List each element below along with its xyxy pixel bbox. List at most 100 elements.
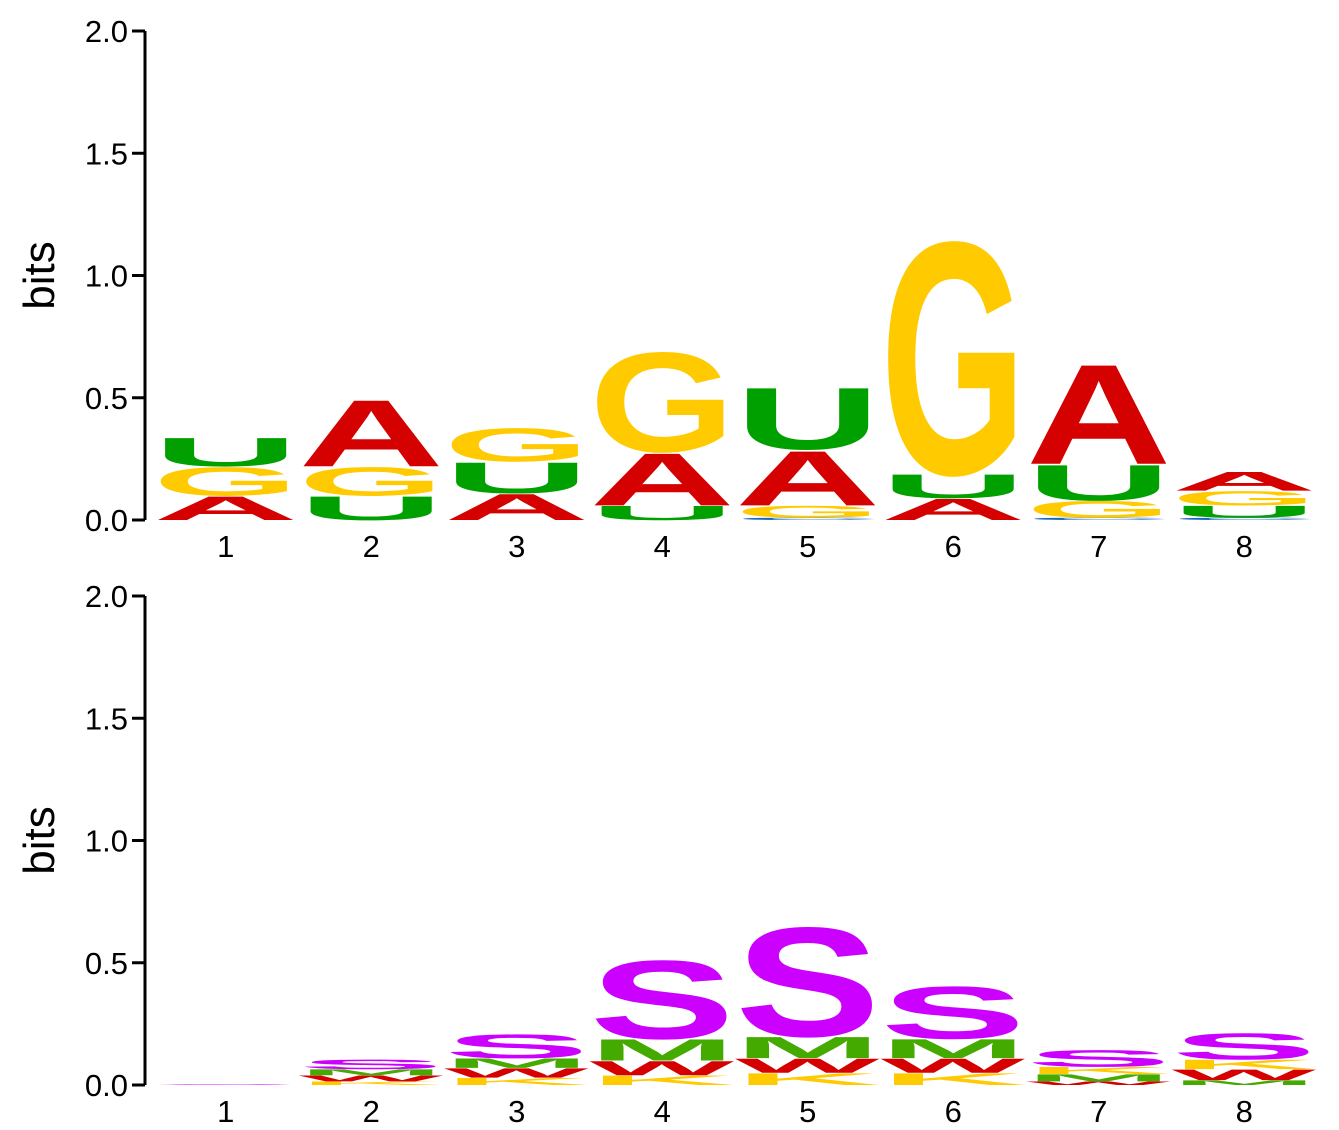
y-axis-title: bits bbox=[15, 806, 64, 874]
x-tick-label: 5 bbox=[799, 529, 816, 564]
logo-letter-W: W bbox=[881, 1054, 1027, 1077]
logo-letter-U: U bbox=[444, 453, 589, 502]
x-tick-label: 3 bbox=[508, 1094, 525, 1129]
logo-letter-S: S bbox=[299, 1057, 444, 1072]
logo-letter-M: M bbox=[881, 1034, 1026, 1064]
logo-letter-S: S bbox=[444, 1028, 589, 1066]
logo-letter-U: U bbox=[881, 467, 1027, 505]
logo-letter-M: M bbox=[299, 1068, 444, 1077]
logo-letter-K: K bbox=[1026, 1065, 1171, 1076]
logo-column-4: UAG bbox=[590, 323, 736, 525]
logo-letter-K: K bbox=[881, 1070, 1027, 1089]
logo-letter-W: W bbox=[735, 1054, 881, 1077]
logo-letter-G: G bbox=[299, 459, 444, 505]
x-tick-label: 4 bbox=[654, 529, 671, 564]
logo-letter-S: S bbox=[153, 1084, 298, 1085]
logo-letter-S: S bbox=[590, 937, 735, 1062]
logo-letter-A: A bbox=[735, 435, 880, 522]
logo-letter-W: W bbox=[590, 1057, 736, 1080]
logo-column-1: AGU bbox=[153, 429, 299, 527]
y-tick-label: 1.5 bbox=[85, 701, 128, 736]
logo-letter-K: K bbox=[444, 1076, 589, 1087]
logo-letter-K: K bbox=[1172, 1057, 1317, 1072]
x-tick-label: 6 bbox=[945, 529, 962, 564]
y-tick-label: 1.0 bbox=[85, 259, 128, 294]
logo-letter-G: G bbox=[1172, 487, 1317, 510]
logo-letter-A: A bbox=[444, 486, 589, 528]
logo-letter-A: A bbox=[1172, 466, 1317, 496]
logo-letter-U: U bbox=[590, 502, 735, 525]
logo-letter-G: G bbox=[444, 418, 589, 471]
y-tick-label: 1.5 bbox=[85, 136, 128, 171]
logo-letter-W: W bbox=[1026, 1080, 1172, 1086]
logo-column-3: AUG bbox=[444, 418, 589, 528]
logo-letter-S: S bbox=[1172, 1026, 1317, 1068]
x-tick-label: 8 bbox=[1236, 1094, 1253, 1129]
logo-letter-G: G bbox=[590, 323, 735, 483]
x-tick-label: 5 bbox=[799, 1094, 816, 1129]
x-tick-label: 2 bbox=[363, 529, 380, 564]
logo-letter-A: A bbox=[299, 381, 444, 487]
logo-letter-A: A bbox=[881, 492, 1027, 526]
y-tick-label: 0.5 bbox=[85, 381, 128, 416]
logo-letter-U: U bbox=[153, 429, 298, 475]
x-tick-label: 1 bbox=[217, 1094, 234, 1129]
logo-letter-U: U bbox=[735, 369, 880, 468]
x-tick-label: 8 bbox=[1236, 529, 1253, 564]
logo-letter-S: S bbox=[735, 895, 880, 1070]
logo-letter-A: A bbox=[153, 489, 299, 527]
logo-letter-G: G bbox=[153, 459, 298, 505]
y-tick-label: 1.0 bbox=[85, 824, 128, 859]
logo-letter-U: U bbox=[1026, 455, 1172, 512]
logo-column-6: AUG bbox=[881, 174, 1027, 545]
x-tick-label: 6 bbox=[945, 1094, 962, 1129]
logo-letter-M: M bbox=[590, 1033, 735, 1067]
logo-letter-U: U bbox=[299, 489, 445, 527]
logo-letter-S: S bbox=[881, 971, 1026, 1055]
logo-letter-M: M bbox=[1026, 1072, 1171, 1083]
y-tick-label: 0.5 bbox=[85, 946, 128, 981]
logo-letter-C: C bbox=[1026, 517, 1171, 521]
logo-letter-C: C bbox=[735, 517, 880, 521]
logo-letter-K: K bbox=[590, 1073, 735, 1088]
logo-column-1: S bbox=[153, 1084, 298, 1085]
logo-letter-K: K bbox=[299, 1080, 445, 1086]
logo-letter-A: A bbox=[590, 438, 736, 522]
y-tick-label: 2.0 bbox=[85, 579, 128, 614]
x-tick-label: 2 bbox=[363, 1094, 380, 1129]
logo-letter-W: W bbox=[444, 1066, 589, 1081]
x-tick-label: 3 bbox=[508, 529, 525, 564]
y-tick-label: 0.0 bbox=[85, 503, 128, 538]
x-tick-label: 4 bbox=[654, 1094, 671, 1129]
logo-letter-G: G bbox=[735, 502, 880, 521]
logo-letter-W: W bbox=[1172, 1066, 1317, 1083]
y-tick-label: 2.0 bbox=[85, 14, 128, 49]
logo-letter-M: M bbox=[444, 1056, 589, 1071]
x-tick-label: 7 bbox=[1090, 1094, 1107, 1129]
logo-letter-M: M bbox=[1172, 1079, 1317, 1087]
x-tick-label: 1 bbox=[217, 529, 234, 564]
logo-column-2: UGA bbox=[299, 381, 445, 528]
logo-letter-W: W bbox=[299, 1074, 444, 1083]
logo-letter-K: K bbox=[735, 1070, 881, 1089]
logo-letter-M: M bbox=[735, 1031, 880, 1065]
logo-letter-C: C bbox=[1172, 517, 1317, 521]
logo-letter-G: G bbox=[1026, 496, 1171, 523]
logo-letter-G: G bbox=[881, 174, 1026, 545]
y-tick-label: 0.0 bbox=[85, 1068, 128, 1103]
x-tick-label: 7 bbox=[1090, 529, 1107, 564]
logo-letter-S: S bbox=[1026, 1045, 1171, 1072]
